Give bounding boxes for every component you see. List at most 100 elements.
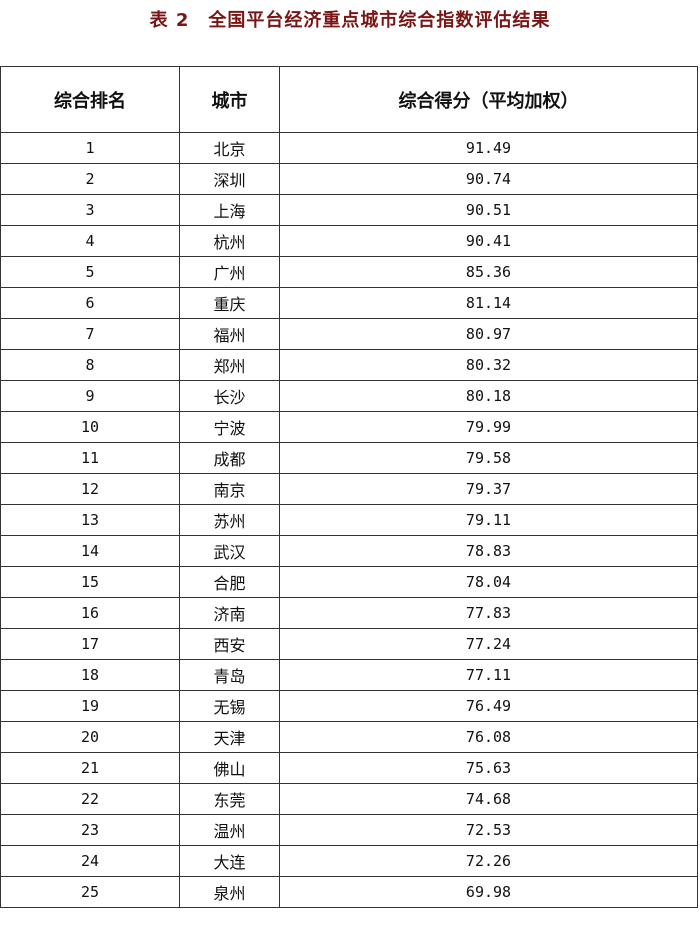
cell-rank: 7 [0, 318, 180, 350]
table-row: 5 广州 85.36 [0, 256, 698, 288]
table-row: 20 天津 76.08 [0, 721, 698, 753]
cell-score: 90.51 [279, 194, 698, 226]
cell-rank: 24 [0, 845, 180, 877]
cell-rank: 2 [0, 163, 180, 195]
cell-score: 79.37 [279, 473, 698, 505]
table-row: 1 北京 91.49 [0, 132, 698, 164]
cell-rank: 3 [0, 194, 180, 226]
cell-score: 78.83 [279, 535, 698, 567]
cell-rank: 21 [0, 752, 180, 784]
cell-score: 76.08 [279, 721, 698, 753]
cell-city: 深圳 [179, 163, 280, 195]
table-row: 4 杭州 90.41 [0, 225, 698, 257]
cell-rank: 10 [0, 411, 180, 443]
table-row: 23 温州 72.53 [0, 814, 698, 846]
cell-rank: 19 [0, 690, 180, 722]
cell-city: 南京 [179, 473, 280, 505]
cell-score: 77.83 [279, 597, 698, 629]
cell-rank: 4 [0, 225, 180, 257]
cell-city: 天津 [179, 721, 280, 753]
table-row: 25 泉州 69.98 [0, 876, 698, 908]
ranking-table: 综合排名 城市 综合得分（平均加权） 1 北京 91.49 2 深圳 90.74 3 上海 90… [0, 66, 698, 908]
cell-score: 72.53 [279, 814, 698, 846]
cell-city: 杭州 [179, 225, 280, 257]
cell-score: 72.26 [279, 845, 698, 877]
table-row: 22 东莞 74.68 [0, 783, 698, 815]
cell-rank: 13 [0, 504, 180, 536]
table-row: 6 重庆 81.14 [0, 287, 698, 319]
cell-score: 69.98 [279, 876, 698, 908]
table-row: 11 成都 79.58 [0, 442, 698, 474]
table-title: 表 2 全国平台经济重点城市综合指数评估结果 [149, 10, 551, 31]
cell-city: 福州 [179, 318, 280, 350]
cell-rank: 23 [0, 814, 180, 846]
table-row: 24 大连 72.26 [0, 845, 698, 877]
cell-score: 77.11 [279, 659, 698, 691]
table-row: 14 武汉 78.83 [0, 535, 698, 567]
table-row: 12 南京 79.37 [0, 473, 698, 505]
table-row: 10 宁波 79.99 [0, 411, 698, 443]
cell-score: 74.68 [279, 783, 698, 815]
cell-rank: 16 [0, 597, 180, 629]
table-row: 15 合肥 78.04 [0, 566, 698, 598]
table-row: 19 无锡 76.49 [0, 690, 698, 722]
cell-rank: 20 [0, 721, 180, 753]
cell-city: 济南 [179, 597, 280, 629]
cell-score: 77.24 [279, 628, 698, 660]
cell-city: 苏州 [179, 504, 280, 536]
cell-rank: 9 [0, 380, 180, 412]
cell-score: 76.49 [279, 690, 698, 722]
cell-city: 长沙 [179, 380, 280, 412]
table-row: 3 上海 90.51 [0, 194, 698, 226]
cell-rank: 14 [0, 535, 180, 567]
cell-rank: 11 [0, 442, 180, 474]
cell-score: 80.18 [279, 380, 698, 412]
cell-score: 80.32 [279, 349, 698, 381]
header-row: 综合排名 城市 综合得分（平均加权） [0, 66, 698, 133]
cell-city: 佛山 [179, 752, 280, 784]
table-row: 9 长沙 80.18 [0, 380, 698, 412]
cell-city: 泉州 [179, 876, 280, 908]
cell-rank: 22 [0, 783, 180, 815]
cell-city: 宁波 [179, 411, 280, 443]
header-rank: 综合排名 [0, 66, 180, 133]
cell-rank: 6 [0, 287, 180, 319]
cell-city: 北京 [179, 132, 280, 164]
cell-score: 90.41 [279, 225, 698, 257]
cell-city: 东莞 [179, 783, 280, 815]
cell-score: 79.11 [279, 504, 698, 536]
cell-score: 81.14 [279, 287, 698, 319]
cell-score: 90.74 [279, 163, 698, 195]
cell-rank: 8 [0, 349, 180, 381]
cell-city: 上海 [179, 194, 280, 226]
cell-rank: 17 [0, 628, 180, 660]
table-row: 13 苏州 79.11 [0, 504, 698, 536]
cell-score: 80.97 [279, 318, 698, 350]
table-row: 2 深圳 90.74 [0, 163, 698, 195]
cell-city: 成都 [179, 442, 280, 474]
cell-score: 78.04 [279, 566, 698, 598]
cell-rank: 12 [0, 473, 180, 505]
table-row: 17 西安 77.24 [0, 628, 698, 660]
cell-score: 91.49 [279, 132, 698, 164]
cell-city: 西安 [179, 628, 280, 660]
cell-score: 85.36 [279, 256, 698, 288]
cell-rank: 18 [0, 659, 180, 691]
table-row: 18 青岛 77.11 [0, 659, 698, 691]
header-score: 综合得分（平均加权） [279, 66, 698, 133]
cell-city: 青岛 [179, 659, 280, 691]
table-row: 8 郑州 80.32 [0, 349, 698, 381]
cell-rank: 15 [0, 566, 180, 598]
cell-city: 重庆 [179, 287, 280, 319]
cell-city: 广州 [179, 256, 280, 288]
cell-rank: 5 [0, 256, 180, 288]
cell-score: 79.58 [279, 442, 698, 474]
header-city: 城市 [179, 66, 280, 133]
cell-city: 郑州 [179, 349, 280, 381]
cell-city: 武汉 [179, 535, 280, 567]
cell-city: 无锡 [179, 690, 280, 722]
cell-score: 75.63 [279, 752, 698, 784]
cell-city: 温州 [179, 814, 280, 846]
table-row: 7 福州 80.97 [0, 318, 698, 350]
cell-city: 大连 [179, 845, 280, 877]
